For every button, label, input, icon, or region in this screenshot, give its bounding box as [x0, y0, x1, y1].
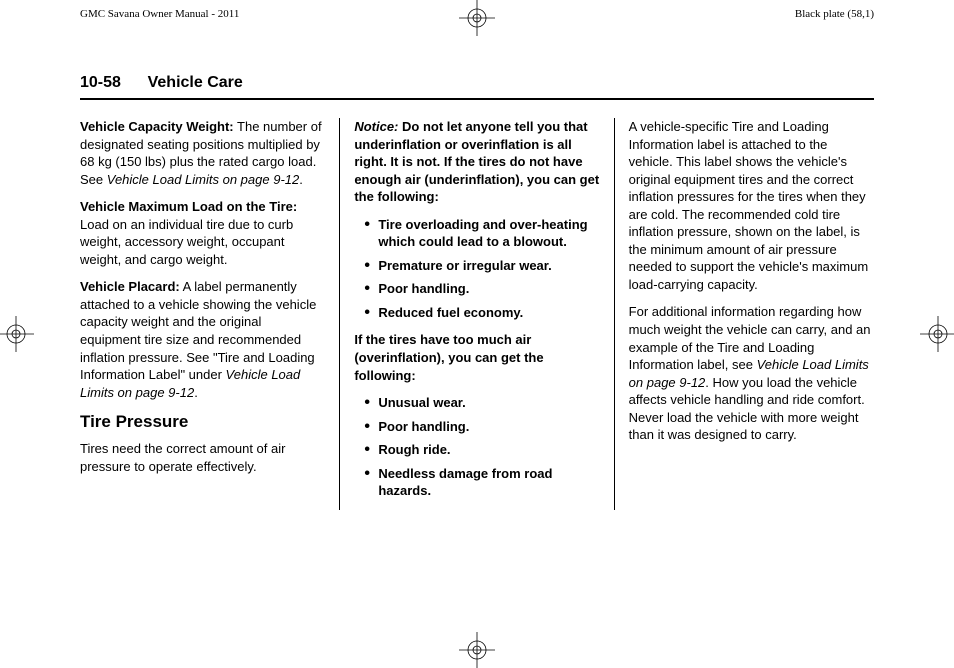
list-item: Rough ride. [368, 441, 599, 459]
section-title: Vehicle Care [125, 74, 242, 91]
list-item: Needless damage from road hazards. [368, 465, 599, 500]
paragraph: Tires need the correct amount of air pre… [80, 440, 325, 475]
definition-body: Load on an individual tire due to curb w… [80, 217, 293, 267]
notice-paragraph: Notice: Do not let anyone tell you that … [354, 118, 599, 206]
term: Vehicle Capacity Weight: [80, 119, 234, 134]
list-item: Premature or irregular wear. [368, 257, 599, 275]
underinflation-list: Tire overloading and over-heating which … [354, 216, 599, 322]
definition-placard: Vehicle Placard: A label permanently att… [80, 278, 325, 401]
header-plate-info: Black plate (58,1) [795, 8, 874, 20]
column-layout: Vehicle Capacity Weight: The number of d… [80, 118, 874, 510]
list-item: Reduced fuel economy. [368, 304, 599, 322]
text: . [299, 172, 303, 187]
registration-mark-icon [459, 0, 495, 36]
list-item: Poor handling. [368, 280, 599, 298]
column-1: Vehicle Capacity Weight: The number of d… [80, 118, 337, 510]
overinflation-list: Unusual wear. Poor handling. Rough ride.… [354, 394, 599, 500]
registration-mark-icon [920, 316, 954, 352]
registration-mark-icon [0, 316, 34, 352]
registration-mark-icon [459, 632, 495, 668]
list-item: Unusual wear. [368, 394, 599, 412]
subheading-tire-pressure: Tire Pressure [80, 411, 325, 434]
term: Vehicle Maximum Load on the Tire: [80, 199, 297, 214]
page-number: 10-58 [80, 74, 121, 91]
section-header: 10-58 Vehicle Care [80, 74, 874, 100]
paragraph: For additional information regarding how… [629, 303, 874, 443]
column-2: Notice: Do not let anyone tell you that … [342, 118, 611, 510]
overinflation-intro: If the tires have too much air (overinfl… [354, 331, 599, 384]
page-content: 10-58 Vehicle Care Vehicle Capacity Weig… [0, 26, 954, 510]
definition-capacity-weight: Vehicle Capacity Weight: The number of d… [80, 118, 325, 188]
section-title-text: Vehicle Care [148, 74, 243, 91]
text: . [194, 385, 198, 400]
list-item: Tire overloading and over-heating which … [368, 216, 599, 251]
column-3: A vehicle-specific Tire and Loading Info… [617, 118, 874, 510]
notice-label: Notice: [354, 119, 398, 134]
list-item: Poor handling. [368, 418, 599, 436]
definition-max-load: Vehicle Maximum Load on the Tire: Load o… [80, 198, 325, 268]
page-reference: Vehicle Load Limits on page 9-12 [107, 172, 299, 187]
column-divider [339, 118, 340, 510]
header-manual-title: GMC Savana Owner Manual - 2011 [80, 8, 239, 20]
term: Vehicle Placard: [80, 279, 180, 294]
column-divider [614, 118, 615, 510]
paragraph: A vehicle-specific Tire and Loading Info… [629, 118, 874, 293]
